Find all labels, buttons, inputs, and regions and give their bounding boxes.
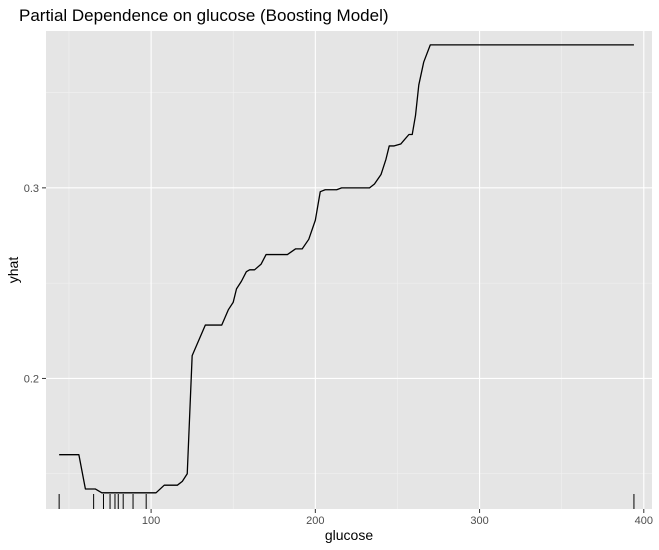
y-tick-label: 0.3	[24, 183, 39, 195]
x-tick-label: 100	[142, 515, 160, 527]
x-tick-label: 200	[306, 515, 324, 527]
y-axis-title: yhat	[5, 257, 21, 284]
plot-panel	[46, 31, 652, 509]
minor-gridlines	[46, 31, 652, 509]
chart-title: Partial Dependence on glucose (Boosting …	[19, 6, 389, 25]
y-axis-ticks: 0.2 0.3	[24, 183, 46, 385]
partial-dependence-line	[59, 44, 634, 494]
x-tick-label: 400	[635, 515, 653, 527]
x-axis-title: glucose	[325, 527, 373, 543]
rug-marks	[58, 494, 635, 509]
y-tick-label: 0.2	[24, 373, 39, 385]
x-axis-ticks: 100 200 300 400	[142, 509, 653, 527]
x-tick-label: 300	[470, 515, 488, 527]
